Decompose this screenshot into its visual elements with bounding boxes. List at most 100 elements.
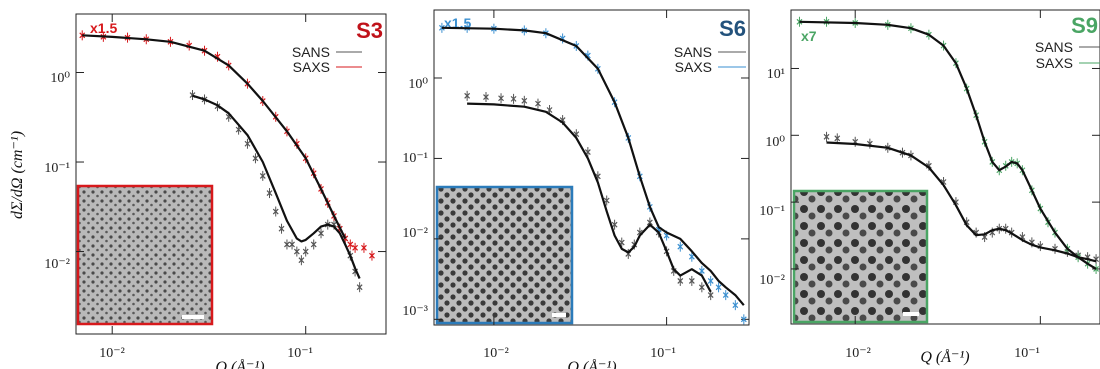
data-point: [707, 278, 714, 284]
y-tick-label: 10⁻¹: [402, 151, 428, 166]
data-point: [464, 92, 471, 99]
data-point: [289, 241, 295, 248]
data-point: [302, 248, 309, 255]
y-tick-label: 10⁰: [50, 71, 70, 86]
series-sans-fit: [192, 94, 361, 279]
data-point: [677, 243, 684, 250]
series-sans-fit: [467, 102, 712, 293]
legend-label-saxs: SAXS: [675, 59, 712, 75]
x-tick-label: 10⁻²: [99, 346, 125, 361]
data-point: [298, 257, 305, 264]
y-tick-label: 10⁻²: [44, 257, 70, 272]
data-point: [698, 284, 705, 291]
x-tick-labels: 10⁻² 10⁻¹: [845, 346, 1040, 361]
y-tick-label: 10⁻¹: [759, 204, 785, 219]
data-point: [698, 267, 705, 274]
data-point: [356, 284, 363, 291]
y-tick-label: 10⁻²: [759, 273, 785, 288]
tem-micrograph: [76, 184, 214, 326]
data-point: [796, 18, 803, 25]
legend-label-sans: SANS: [292, 44, 330, 60]
sample-label: S3: [356, 18, 383, 43]
tem-inset-s3: [76, 184, 214, 326]
plot-frame: [790, 9, 1100, 325]
series-saxs-fit: [799, 20, 1097, 270]
tem-inset-s6: [435, 185, 574, 325]
y-tick-labels: 10⁰ 10⁻¹ 10⁻²: [44, 71, 70, 272]
legend-label-saxs: SAXS: [293, 59, 330, 75]
data-point: [278, 225, 285, 232]
series-sans-fit: [826, 141, 1097, 263]
plot-frame: [433, 9, 750, 326]
scale-bar: [182, 315, 204, 319]
data-point: [823, 133, 830, 140]
x-tick-labels: 10⁻² 10⁻¹: [483, 346, 676, 361]
y-tick-labels: 10⁰ 10⁻¹ 10⁻² 10⁻³: [402, 77, 428, 319]
data-point: [369, 252, 375, 259]
legend-label-sans: SANS: [1035, 39, 1073, 55]
x-tick-label: 10⁻²: [483, 346, 509, 361]
series-saxs-fit: [82, 34, 347, 239]
legend-label-sans: SANS: [674, 44, 712, 60]
data-point: [318, 230, 324, 237]
sample-label: S6: [719, 16, 746, 41]
data-point: [252, 155, 259, 162]
data-point: [347, 241, 354, 248]
panel-s9: 10⁻² 10⁻¹ 10¹ 10⁰ 10⁻¹ 10⁻² Q (Å⁻¹) SANS…: [759, 9, 1100, 366]
legend: SANS SAXS: [1035, 39, 1100, 71]
tem-micrograph: [792, 189, 929, 324]
data-point: [677, 278, 684, 284]
data-point: [310, 241, 317, 248]
data-point: [272, 208, 279, 215]
data-point: [688, 253, 695, 260]
data-layer: [791, 10, 1100, 324]
y-tick-label: 10⁰: [765, 135, 785, 150]
data-point: [498, 95, 504, 102]
data-point: [352, 244, 359, 251]
panel-s6: 10⁻² 10⁻¹ 10⁰ 10⁻¹ 10⁻² 10⁻³ Q (Å⁻¹) SAN…: [402, 9, 750, 369]
scale-bar: [903, 312, 919, 316]
data-layer: [76, 14, 386, 334]
data-point: [521, 97, 528, 104]
data-point: [244, 140, 251, 147]
data-point: [740, 316, 747, 323]
x-tick-label: 10⁻¹: [1014, 346, 1040, 361]
data-point: [688, 278, 695, 284]
data-point: [646, 219, 653, 226]
y-tick-label: 10⁻¹: [44, 161, 70, 176]
data-point: [535, 100, 541, 107]
data-point: [611, 221, 618, 228]
scale-factor-label: x1.5: [90, 20, 117, 36]
y-tick-labels: 10¹ 10⁰ 10⁻¹ 10⁻²: [759, 67, 785, 288]
data-point: [266, 190, 273, 196]
plot-frame: [75, 13, 387, 335]
x-tick-label: 10⁻¹: [287, 346, 313, 361]
series-saxs-fit: [441, 26, 745, 306]
tem-inset-s9: [792, 189, 929, 324]
y-tick-label: 10⁻²: [402, 226, 428, 241]
data-layer: [434, 10, 749, 325]
x-tick-label: 10⁻²: [845, 346, 871, 361]
scale-factor-label: x7: [801, 28, 817, 44]
sample-label: S9: [1071, 13, 1098, 38]
data-point: [510, 95, 517, 102]
x-tick-label: 10⁻¹: [650, 346, 676, 361]
y-tick-label: 10⁰: [408, 77, 428, 92]
panel-s3: 10⁻² 10⁻¹ 10⁰ 10⁻¹ 10⁻² Q (Å⁻¹) SANS SAX…: [44, 13, 387, 369]
legend: SANS SAXS: [292, 44, 362, 75]
y-tick-label: 10¹: [767, 67, 785, 82]
y-axis-title: dΣ/dΩ (cm⁻¹): [9, 131, 26, 219]
data-point: [546, 107, 553, 113]
data-point: [483, 94, 489, 100]
data-point: [707, 292, 714, 299]
legend: SANS SAXS: [674, 44, 746, 75]
scale-bar: [552, 313, 566, 317]
data-point: [259, 172, 266, 179]
legend-label-saxs: SAXS: [1036, 55, 1073, 71]
x-tick-labels: 10⁻² 10⁻¹: [99, 346, 313, 361]
data-point: [293, 248, 300, 255]
data-point: [670, 267, 677, 274]
x-axis-title: Q (Å⁻¹): [567, 358, 616, 369]
data-point: [715, 284, 722, 291]
